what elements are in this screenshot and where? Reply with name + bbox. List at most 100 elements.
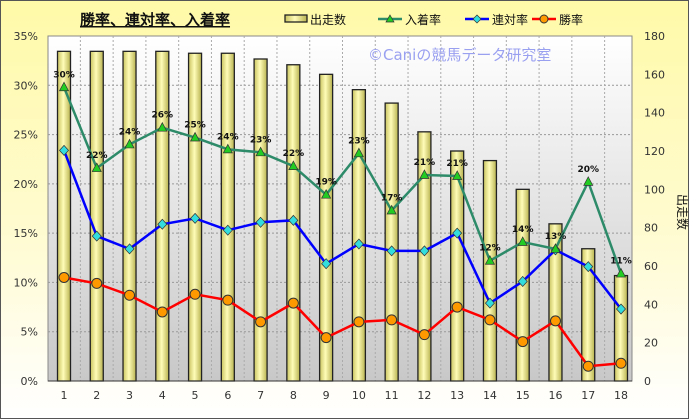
bar-4 xyxy=(155,50,170,382)
point-入着率 xyxy=(583,176,594,186)
point-連対率 xyxy=(419,245,430,257)
x-tick-label: 18 xyxy=(614,389,628,402)
x-tick-label: 17 xyxy=(581,389,595,402)
data-label: 22% xyxy=(283,149,305,159)
point-勝率 xyxy=(91,277,103,289)
point-勝率 xyxy=(58,272,70,283)
point-連対率 xyxy=(321,258,332,270)
point-勝率 xyxy=(484,314,496,326)
legend-swatch-出走数 xyxy=(284,14,308,23)
x-tick-label: 10 xyxy=(352,389,366,402)
x-tick-label: 6 xyxy=(224,389,231,402)
data-label: 12% xyxy=(479,244,501,254)
y-right-tick-label: 120 xyxy=(644,145,665,158)
y-right-tick-label: 40 xyxy=(644,298,658,311)
point-連対率 xyxy=(190,212,201,224)
y-right-tick-label: 140 xyxy=(644,107,665,120)
point-入着率 xyxy=(157,121,168,132)
point-入着率 xyxy=(615,267,627,278)
data-label: 21% xyxy=(414,158,436,168)
line-入着率 xyxy=(62,86,623,274)
legend-marker xyxy=(539,14,549,24)
data-label: 24% xyxy=(119,127,141,137)
point-入着率 xyxy=(452,170,463,180)
point-入着率 xyxy=(255,146,266,157)
point-入着率 xyxy=(353,147,364,158)
point-連対率 xyxy=(353,238,364,250)
point-勝率 xyxy=(320,332,332,344)
point-入着率 xyxy=(484,254,496,265)
legend-label-連対率: 連対率 xyxy=(492,12,528,27)
point-連対率 xyxy=(157,218,168,230)
point-入着率 xyxy=(124,138,135,149)
point-勝率 xyxy=(124,289,136,301)
point-勝率 xyxy=(287,297,299,309)
point-連対率 xyxy=(484,297,495,309)
point-連対率 xyxy=(222,224,233,236)
data-label: 13% xyxy=(545,232,567,242)
bar-10 xyxy=(351,89,367,382)
x-tick-label: 12 xyxy=(417,389,431,402)
point-勝率 xyxy=(189,288,201,300)
legend: 出走数 入着率 連対率 勝率 xyxy=(284,12,583,27)
data-label: 21% xyxy=(446,159,468,169)
point-連対率 xyxy=(91,230,102,242)
point-入着率 xyxy=(222,143,233,154)
y-left-tick-label: 35% xyxy=(14,30,38,43)
chart-title: 勝率、連対率、入着率 xyxy=(80,11,230,29)
x-tick-label: 11 xyxy=(385,389,399,402)
point-勝率 xyxy=(386,314,398,326)
point-勝率 xyxy=(222,294,234,306)
y-right-tick-label: 0 xyxy=(644,375,651,388)
watermark: ©Caniの競馬データ研究室 xyxy=(368,46,551,64)
point-勝率 xyxy=(615,357,627,369)
point-連対率 xyxy=(452,227,463,239)
y-right-tick-label: 60 xyxy=(644,260,658,273)
point-勝率 xyxy=(549,315,561,327)
point-入着率 xyxy=(58,81,70,92)
bar-12 xyxy=(417,131,432,382)
point-入着率 xyxy=(386,204,397,215)
bar-11 xyxy=(384,102,399,382)
data-label: 19% xyxy=(315,178,337,188)
plot-area xyxy=(47,35,633,382)
y-left-tick-label: 15% xyxy=(14,227,38,240)
point-勝率 xyxy=(517,336,529,348)
point-連対率 xyxy=(616,303,626,315)
legend-label-出走数: 出走数 xyxy=(310,12,346,27)
point-入着率 xyxy=(321,188,332,199)
x-tick-label: 8 xyxy=(290,389,297,402)
y-right-tick-label: 20 xyxy=(644,337,658,350)
data-label: 11% xyxy=(610,257,632,267)
point-勝率 xyxy=(156,306,168,318)
right-axis-label: 出走数 xyxy=(675,194,689,230)
x-tick-label: 13 xyxy=(450,389,464,402)
x-tick-label: 16 xyxy=(548,389,562,402)
legend-marker xyxy=(472,14,482,24)
line-勝率 xyxy=(63,276,622,368)
x-tick-label: 5 xyxy=(192,389,199,402)
y-left-tick-label: 30% xyxy=(14,79,38,92)
x-tick-label: 9 xyxy=(323,389,330,402)
point-勝率 xyxy=(418,329,430,341)
point-連対率 xyxy=(288,214,299,226)
point-連対率 xyxy=(517,275,528,287)
data-label: 17% xyxy=(381,193,403,203)
data-label: 20% xyxy=(577,165,599,175)
x-tick-label: 4 xyxy=(159,389,166,402)
point-連対率 xyxy=(583,261,594,273)
data-label: 26% xyxy=(152,111,174,121)
legend-label-勝率: 勝率 xyxy=(559,12,583,27)
legend-marker xyxy=(385,14,395,23)
y-right-tick-label: 160 xyxy=(644,68,665,81)
legend-label-入着率: 入着率 xyxy=(405,12,441,27)
x-tick-label: 15 xyxy=(516,389,530,402)
y-right-tick-label: 100 xyxy=(644,183,665,196)
point-入着率 xyxy=(288,160,299,170)
data-label: 24% xyxy=(217,132,239,142)
data-label: 22% xyxy=(86,151,108,161)
y-left-tick-label: 0% xyxy=(21,375,38,388)
data-label: 14% xyxy=(512,225,534,235)
point-連対率 xyxy=(386,245,397,257)
